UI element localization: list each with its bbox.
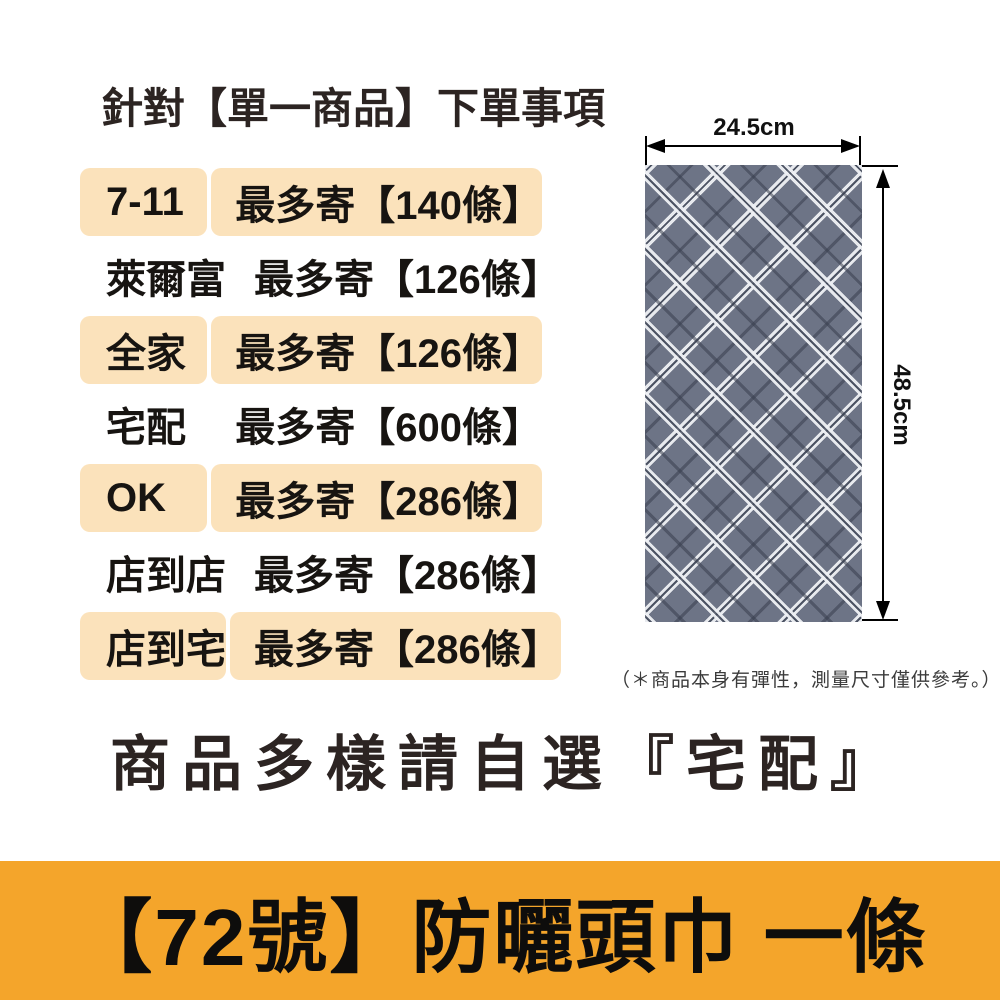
table-row: 宅配 最多寄【600條】 <box>80 387 542 461</box>
arrow-up-icon <box>876 169 890 188</box>
limit-cell: 最多寄【126條】 <box>211 316 542 384</box>
height-dimension-label: 48.5cm <box>888 364 915 446</box>
table-row: OK 最多寄【286條】 <box>80 461 542 535</box>
arrow-down-icon <box>876 601 890 620</box>
height-dim-line <box>882 176 884 608</box>
channel-cell: OK <box>80 464 208 532</box>
product-photo-plaid-fabric <box>645 165 862 622</box>
channel-cell: 店到宅 <box>80 612 226 680</box>
channel-cell: 宅配 <box>106 406 186 450</box>
limit-cell: 最多寄【286條】 <box>211 464 542 532</box>
banner-text: 【72號】防曬頭巾 一條 <box>72 892 928 982</box>
limit-cell: 最多寄【600條】 <box>235 406 542 450</box>
table-row: 店到宅 最多寄【286條】 <box>80 609 561 683</box>
table-row: 全家 最多寄【126條】 <box>80 313 542 387</box>
height-dim-tick-top <box>862 165 898 167</box>
shipping-limits-table: 7-11 最多寄【140條】 萊爾富 最多寄【126條】 全家 最多寄【126條… <box>80 165 561 683</box>
limit-cell: 最多寄【126條】 <box>254 258 561 302</box>
channel-cell: 萊爾富 <box>106 258 226 302</box>
channel-cell: 7-11 <box>80 168 208 236</box>
product-title-banner: 【72號】防曬頭巾 一條 <box>0 861 1000 1000</box>
limit-cell: 最多寄【140條】 <box>211 168 542 236</box>
table-row: 7-11 最多寄【140條】 <box>80 165 542 239</box>
page-title: 針對【單一商品】下單事項 <box>101 85 606 132</box>
arrow-right-icon <box>841 139 860 153</box>
width-dimension-label: 24.5cm <box>713 114 795 141</box>
channel-cell: 店到店 <box>106 554 226 598</box>
limit-cell: 最多寄【286條】 <box>254 554 561 598</box>
channel-cell: 全家 <box>80 316 208 384</box>
arrow-left-icon <box>646 139 665 153</box>
width-dim-line <box>649 145 857 147</box>
limit-cell: 最多寄【286條】 <box>230 612 561 680</box>
height-dim-tick-bottom <box>862 619 898 621</box>
measurement-note: （＊商品本身有彈性，測量尺寸僅供參考。） <box>611 670 1000 691</box>
table-row: 萊爾富 最多寄【126條】 <box>80 239 561 313</box>
delivery-choice-statement: 商品多樣請自選『宅配』 <box>110 731 902 798</box>
table-row: 店到店 最多寄【286條】 <box>80 535 561 609</box>
width-dim-tick-right <box>859 136 861 165</box>
